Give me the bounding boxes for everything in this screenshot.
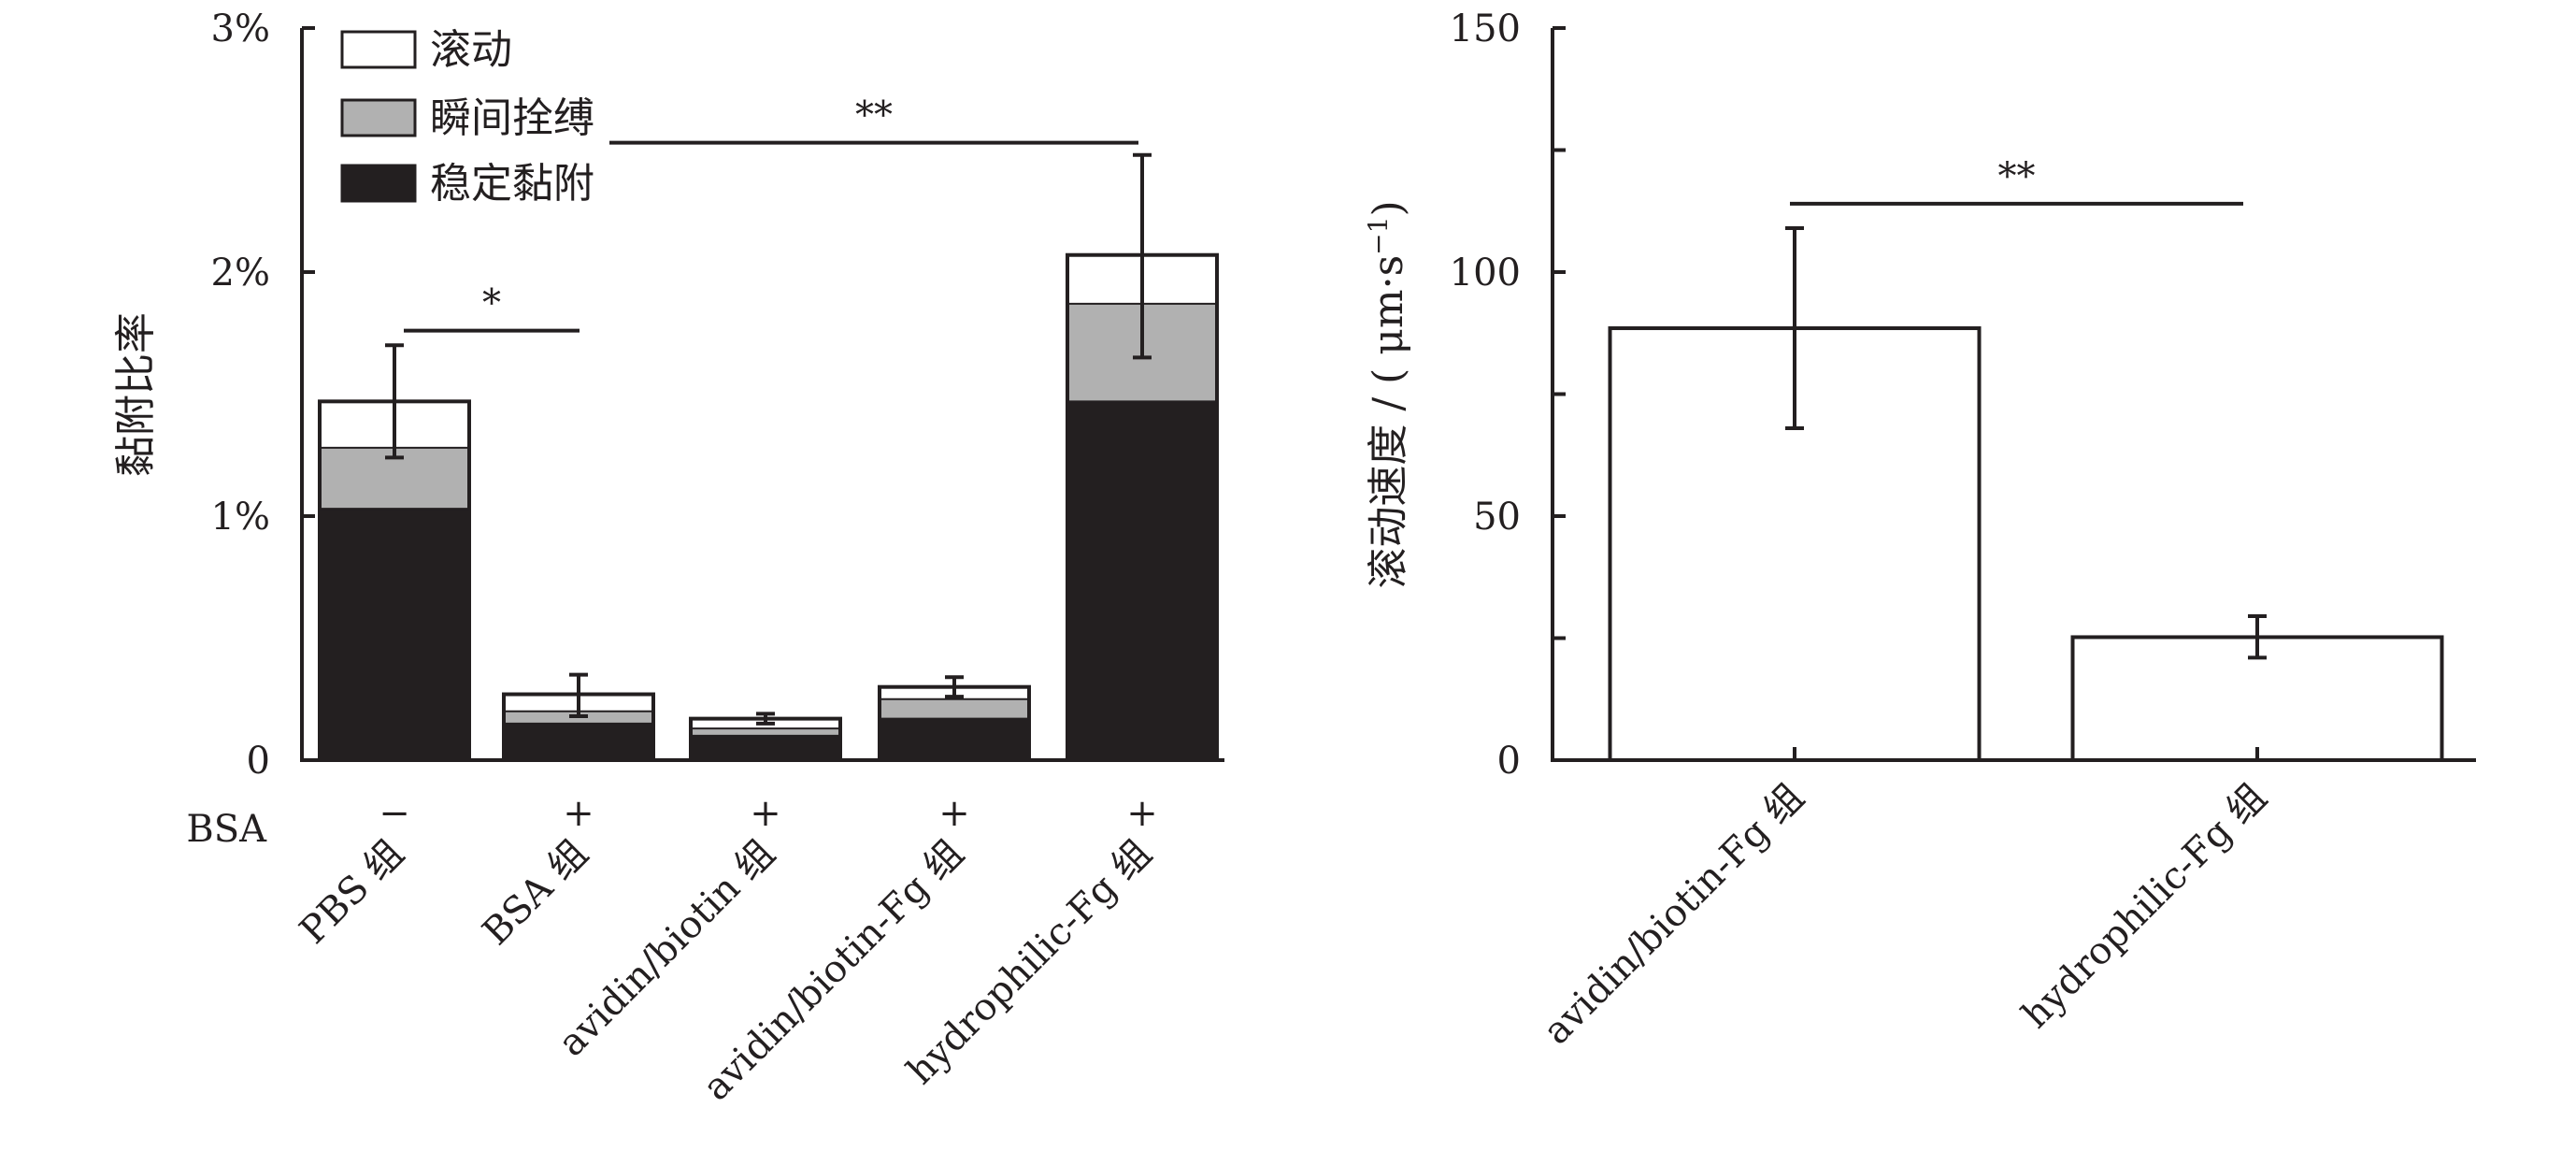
chart1-significance-label: * <box>482 282 501 325</box>
chart1-error-bar <box>756 712 775 726</box>
chart1-category-label: BSA 组 <box>475 832 596 954</box>
chart2-y-axis-title-end: ) <box>1365 200 1412 216</box>
chart1-bar-segment <box>880 718 1029 760</box>
bsa-row-value: + <box>563 792 594 835</box>
legend-swatch <box>340 30 417 69</box>
chart2-y-tick-label: 50 <box>1473 496 1521 539</box>
chart2-y-tick-label: 150 <box>1450 7 1521 50</box>
chart1-y-ticks: 0 1% 2% 3% <box>211 7 315 783</box>
chart1-error-bar <box>569 672 588 719</box>
chart2-error-bar <box>1785 226 1804 431</box>
chart1-error-bar <box>1133 152 1152 360</box>
chart2-marks <box>1608 226 2444 762</box>
chart2-y-axis-title: 滚动速度 / ( μm·s−1) <box>1363 200 1412 588</box>
legend-label: 瞬间拴缚 <box>430 94 594 142</box>
chart1-significance-label: ** <box>855 94 893 137</box>
chart1-y-tick-label: 3% <box>211 7 270 50</box>
rolling-speed-chart: 0 50 100 150 滚动速度 / ( μm·s−1) ** avidin/bio… <box>1363 7 2476 1053</box>
chart1-significance: *** <box>404 94 1138 333</box>
chart1-y-tick-label: 0 <box>247 740 270 783</box>
chart1-bar-segment <box>504 723 653 760</box>
bsa-row-label: BSA <box>186 808 267 851</box>
chart1-marks <box>318 152 1219 763</box>
chart2-error-bar <box>2248 614 2267 660</box>
chart1-bar-segment <box>880 698 1029 719</box>
chart1-bar-segment <box>320 509 469 760</box>
legend-label: 稳定黏附 <box>430 160 594 208</box>
bsa-row-value: + <box>750 792 781 835</box>
legend-label: 滚动 <box>430 26 512 74</box>
chart2-category-labels: avidin/biotin-Fg 组 hydrophilic-Fg 组 <box>1535 776 2275 1054</box>
chart2-y-tick-label: 100 <box>1450 252 1521 295</box>
adhesion-ratio-chart: 01%2%3% 黏附比率 *** BSA − + + + + PBS 组 BSA 组avi… <box>112 7 1224 1109</box>
legend-swatch <box>340 164 417 203</box>
chart2-category-label: hydrophilic-Fg 组 <box>2014 776 2275 1037</box>
chart1-y-axis-title: 黏附比率 <box>112 312 160 477</box>
chart1-bar-segment <box>691 735 840 760</box>
chart2-y-ticks: 0 50 100 150 <box>1450 7 2259 783</box>
bsa-row-value: − <box>379 792 410 835</box>
chart2-significance: ** <box>1790 155 2243 206</box>
chart1-error-bar <box>385 343 404 460</box>
chart1-category-label: PBS 组 <box>292 832 412 953</box>
chart2-y-tick-label: 0 <box>1497 740 1521 783</box>
bsa-row-values: − + + + + <box>379 792 1158 835</box>
chart2-significance-label: ** <box>1998 155 2036 198</box>
chart2-y-axis-title-main: 滚动速度 / ( μm·s <box>1365 255 1412 589</box>
chart1-y-tick-label: 1% <box>211 496 270 539</box>
chart1-error-bar <box>945 675 964 699</box>
bsa-row-value: + <box>1126 792 1158 835</box>
bsa-row-value: + <box>938 792 970 835</box>
chart1-bar-segment <box>691 728 840 736</box>
chart2-category-label: avidin/biotin-Fg 组 <box>1535 776 1812 1054</box>
legend-swatch <box>340 98 417 137</box>
chart1-y-tick-label: 2% <box>211 252 270 295</box>
chart1-bar-segment <box>1067 401 1217 760</box>
chart2-y-axis-title-sup: −1 <box>1363 217 1394 255</box>
